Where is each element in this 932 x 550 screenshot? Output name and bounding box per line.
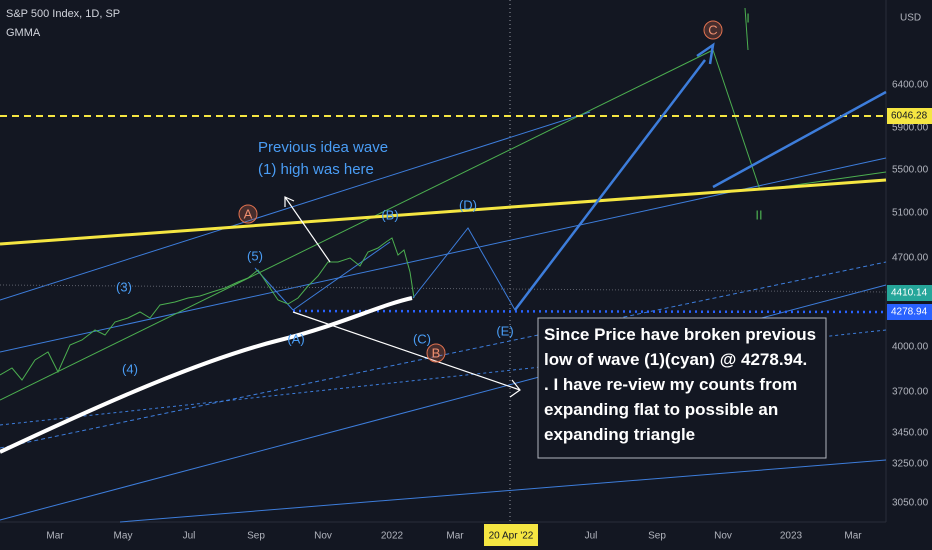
indicator: GMMA xyxy=(6,27,41,39)
time-label: Mar xyxy=(844,531,862,542)
trend-line xyxy=(0,329,887,426)
wave-label: (B) xyxy=(381,207,398,222)
wave-label: (5) xyxy=(247,248,263,263)
currency: USD xyxy=(900,13,921,24)
note-line: . I have re-view my counts from xyxy=(544,375,797,394)
time-label: May xyxy=(114,531,133,542)
time-label: Mar xyxy=(46,531,64,542)
wave-label: (C) xyxy=(413,331,431,346)
time-label: Mar xyxy=(446,531,464,542)
time-label: Jul xyxy=(585,531,598,542)
trend-line xyxy=(292,241,391,311)
price-label: 5900.00 xyxy=(892,123,929,134)
pointer xyxy=(292,311,521,391)
pointer xyxy=(284,196,331,263)
note-line: expanding triangle xyxy=(544,425,695,444)
price-tag xyxy=(887,304,932,320)
wave-label: II xyxy=(755,207,762,222)
wave-label: (4) xyxy=(122,361,138,376)
time-label: Sep xyxy=(247,531,265,542)
cursor-date-bg xyxy=(484,524,538,546)
forecast-path xyxy=(514,59,706,311)
wave-label: I xyxy=(746,10,750,25)
price-tag-label: 4278.94 xyxy=(891,307,928,318)
price-label: 5100.00 xyxy=(892,208,929,219)
time-label: Jul xyxy=(183,531,196,542)
price-tag xyxy=(887,285,932,301)
symbol: S&P 500 Index, 1D, SP xyxy=(6,8,120,20)
price-tag-label: 6046.28 xyxy=(891,111,928,122)
price-label: 4700.00 xyxy=(892,253,929,264)
note-box xyxy=(537,317,827,459)
wave-label: C xyxy=(708,22,717,37)
price-tag xyxy=(887,108,932,124)
moving-average xyxy=(0,296,413,454)
trend-line xyxy=(0,49,714,401)
forecast-path xyxy=(712,90,887,189)
wave-label: (D) xyxy=(459,197,477,212)
price-label: 3250.00 xyxy=(892,459,929,470)
price-label: 5500.00 xyxy=(892,165,929,176)
price-label: 3050.00 xyxy=(892,498,929,509)
trend-line xyxy=(119,459,887,523)
note-line: expanding flat to possible an xyxy=(544,400,778,419)
note-line: Since Price have broken previous xyxy=(544,325,816,344)
price-label: 3450.00 xyxy=(892,428,929,439)
wave-label: (3) xyxy=(116,279,132,294)
trend-line xyxy=(0,261,887,449)
time-label: Nov xyxy=(314,531,332,542)
wave-label: (E) xyxy=(496,323,513,338)
price-line xyxy=(0,284,887,293)
cursor-date: 20 Apr '22 xyxy=(489,531,534,542)
time-label: 2023 xyxy=(780,531,803,542)
wave-circle xyxy=(426,343,446,363)
wave-label: (A) xyxy=(287,331,304,346)
wave-circle xyxy=(703,20,723,40)
time-label: 2022 xyxy=(381,531,404,542)
wave-label: B xyxy=(432,345,441,360)
arrow-head xyxy=(696,42,715,65)
annotation: (1) high was here xyxy=(258,161,374,178)
price-label: 6400.00 xyxy=(892,80,929,91)
yellow-trend xyxy=(0,178,887,246)
trend-line xyxy=(0,111,591,301)
annotation: Previous idea wave xyxy=(258,139,388,156)
price xyxy=(0,237,415,381)
note-line: low of wave (1)(cyan) @ 4278.94. xyxy=(544,350,807,369)
time-label: Nov xyxy=(714,531,732,542)
price-tag-label: 4410.14 xyxy=(891,288,928,299)
price-label: 4000.00 xyxy=(892,342,929,353)
time-label: Sep xyxy=(648,531,666,542)
price-label: 3700.00 xyxy=(892,387,929,398)
wave-label: A xyxy=(244,206,253,221)
wave-circle xyxy=(238,204,258,224)
arrow-head xyxy=(284,196,295,207)
trend-line xyxy=(744,7,749,51)
arrow-head xyxy=(509,379,521,398)
